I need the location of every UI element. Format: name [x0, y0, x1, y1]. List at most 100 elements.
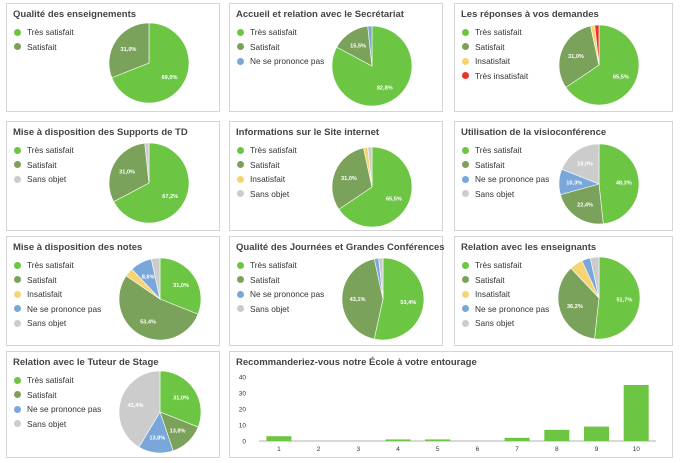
legend-label: Insatisfait	[475, 56, 511, 67]
legend-label: Ne se prononce pas	[27, 303, 102, 314]
legend-swatch	[462, 161, 469, 169]
pie-chart: 67,2% 31,0%	[108, 142, 190, 224]
bar-5	[425, 439, 451, 441]
legend-label: Très satisfait	[27, 27, 74, 38]
pie-panel-relation-avec-les-enseignants: Relation avec les enseignants Très satisf…	[454, 236, 673, 346]
legend-item-tres-satisfait: Très satisfait	[462, 143, 549, 158]
pie-slice-satisfait	[341, 258, 384, 340]
legend-item-satisfait: Satisfait	[14, 40, 74, 55]
pie-data-label: 13,8%	[170, 428, 186, 434]
legend-item-satisfait: Satisfait	[462, 40, 528, 55]
legend-label: Très satisfait	[475, 27, 522, 38]
legend-label: Ne se prononce pas	[475, 303, 550, 314]
pie-slice-satisfait	[558, 25, 600, 88]
chart-legend: Très satisfait Satisfait Insatisfait Très i…	[462, 25, 528, 83]
x-tick-label: 2	[317, 446, 321, 453]
legend-label: Satisfait	[475, 274, 505, 285]
pie-slice-satisfait	[331, 147, 373, 210]
pie-data-label: 19,0%	[577, 161, 593, 167]
chart-title: Mise à disposition des Supports de TD	[13, 127, 188, 138]
pie-slice-sans-objet	[144, 142, 150, 184]
legend-swatch	[14, 319, 21, 327]
pie-slice-sans-objet	[367, 146, 373, 188]
legend-item-sans-objet: Sans objet	[237, 187, 297, 202]
legend-item-ne-se-prononce-pas: Ne se prononce pas	[462, 172, 549, 187]
legend-item-tres-satisfait: Très satisfait	[462, 25, 528, 40]
pie-data-label: 8,6%	[142, 275, 155, 281]
legend-item-ne-se-prononce-pas: Ne se prononce pas	[14, 302, 101, 317]
y-tick-label: 40	[239, 375, 247, 382]
legend-swatch	[462, 305, 469, 313]
legend-item-ne-se-prononce-pas: Ne se prononce pas	[237, 54, 324, 69]
legend-swatch	[14, 146, 21, 154]
legend-item-insatisfait: Insatisfait	[462, 287, 549, 302]
legend-label: Très insatisfait	[475, 70, 529, 81]
legend-swatch	[14, 261, 21, 269]
bar-7	[504, 437, 530, 441]
legend-swatch	[237, 261, 244, 269]
pie-chart: 53,4% 43,1%	[341, 257, 425, 341]
pie-slice-sans-objet	[118, 370, 161, 448]
pie-slice-tres-satisfait	[373, 257, 425, 341]
x-tick-label: 3	[356, 446, 360, 453]
pie-data-label: 31,0%	[121, 47, 137, 53]
legend-label: Très satisfait	[250, 27, 297, 38]
pie-slice-tres-satisfait	[594, 256, 641, 340]
legend-label: Sans objet	[27, 318, 67, 329]
legend-label: Sans objet	[27, 174, 67, 185]
pie-data-label: 31,0%	[119, 169, 135, 175]
chart-title: Qualité des enseignements	[13, 9, 137, 20]
chart-legend: Très satisfait Satisfait Sans objet	[14, 143, 74, 187]
legend-item-tres-satisfait: Très satisfait	[462, 258, 549, 273]
pie-slice-satisfait	[557, 267, 600, 340]
pie-panel-informations-sur-le-site-internet: Informations sur le Site internet Très sa…	[229, 121, 443, 231]
chart-legend: Très satisfait Satisfait Ne se prononce pa…	[462, 143, 549, 201]
pie-data-label: 65,5%	[613, 75, 629, 81]
chart-legend: Très satisfait Satisfait Insatisfait Sans o…	[237, 143, 297, 201]
x-tick-label: 9	[595, 446, 599, 453]
pie-slice-tres-insatisfait	[594, 24, 600, 66]
x-tick-label: 10	[633, 446, 641, 453]
legend-label: Satisfait	[250, 274, 280, 285]
legend-swatch	[14, 175, 21, 183]
chart-legend: Très satisfait Satisfait Insatisfait Ne se …	[14, 258, 101, 331]
legend-label: Très satisfait	[250, 145, 297, 156]
legend-swatch	[14, 28, 21, 36]
legend-swatch	[462, 57, 469, 65]
pie-chart: 69,0% 31,0%	[108, 22, 190, 104]
legend-swatch	[237, 146, 244, 154]
legend-swatch	[237, 161, 244, 169]
legend-item-tres-satisfait: Très satisfait	[237, 143, 297, 158]
legend-item-tres-insatisfait: Très insatisfait	[462, 69, 528, 84]
legend-item-tres-satisfait: Très satisfait	[237, 258, 324, 273]
legend-label: Satisfait	[27, 274, 57, 285]
legend-swatch	[237, 290, 244, 298]
legend-swatch	[462, 261, 469, 269]
legend-item-satisfait: Satisfait	[462, 158, 549, 173]
pie-data-label: 51,7%	[616, 297, 632, 303]
pie-slice-tres-satisfait	[565, 24, 640, 106]
legend-swatch	[462, 146, 469, 154]
legend-label: Très satisfait	[475, 260, 522, 271]
legend-item-sans-objet: Sans objet	[462, 316, 549, 331]
legend-item-tres-satisfait: Très satisfait	[237, 25, 324, 40]
bar-1	[266, 436, 292, 441]
legend-swatch	[14, 376, 21, 384]
legend-swatch	[14, 161, 21, 169]
legend-label: Très satisfait	[27, 260, 74, 271]
pie-data-label: 31,0%	[173, 283, 189, 289]
pie-data-label: 82,8%	[377, 85, 393, 91]
legend-label: Insatisfait	[27, 289, 63, 300]
pie-chart: 65,5% 31,0%	[558, 24, 640, 106]
legend-label: Sans objet	[250, 303, 290, 314]
chart-title: Utilisation de la visioconférence	[461, 127, 607, 138]
y-tick-label: 10	[239, 423, 247, 430]
chart-legend: Très satisfait Satisfait Ne se prononce pa…	[237, 25, 324, 69]
legend-swatch	[462, 28, 469, 36]
pie-chart: 31,0% 53,4% 8,6%	[118, 257, 202, 341]
legend-swatch	[237, 276, 244, 284]
x-tick-label: 5	[436, 446, 440, 453]
legend-swatch	[462, 43, 469, 51]
legend-item-insatisfait: Insatisfait	[237, 172, 297, 187]
legend-swatch	[14, 305, 21, 313]
